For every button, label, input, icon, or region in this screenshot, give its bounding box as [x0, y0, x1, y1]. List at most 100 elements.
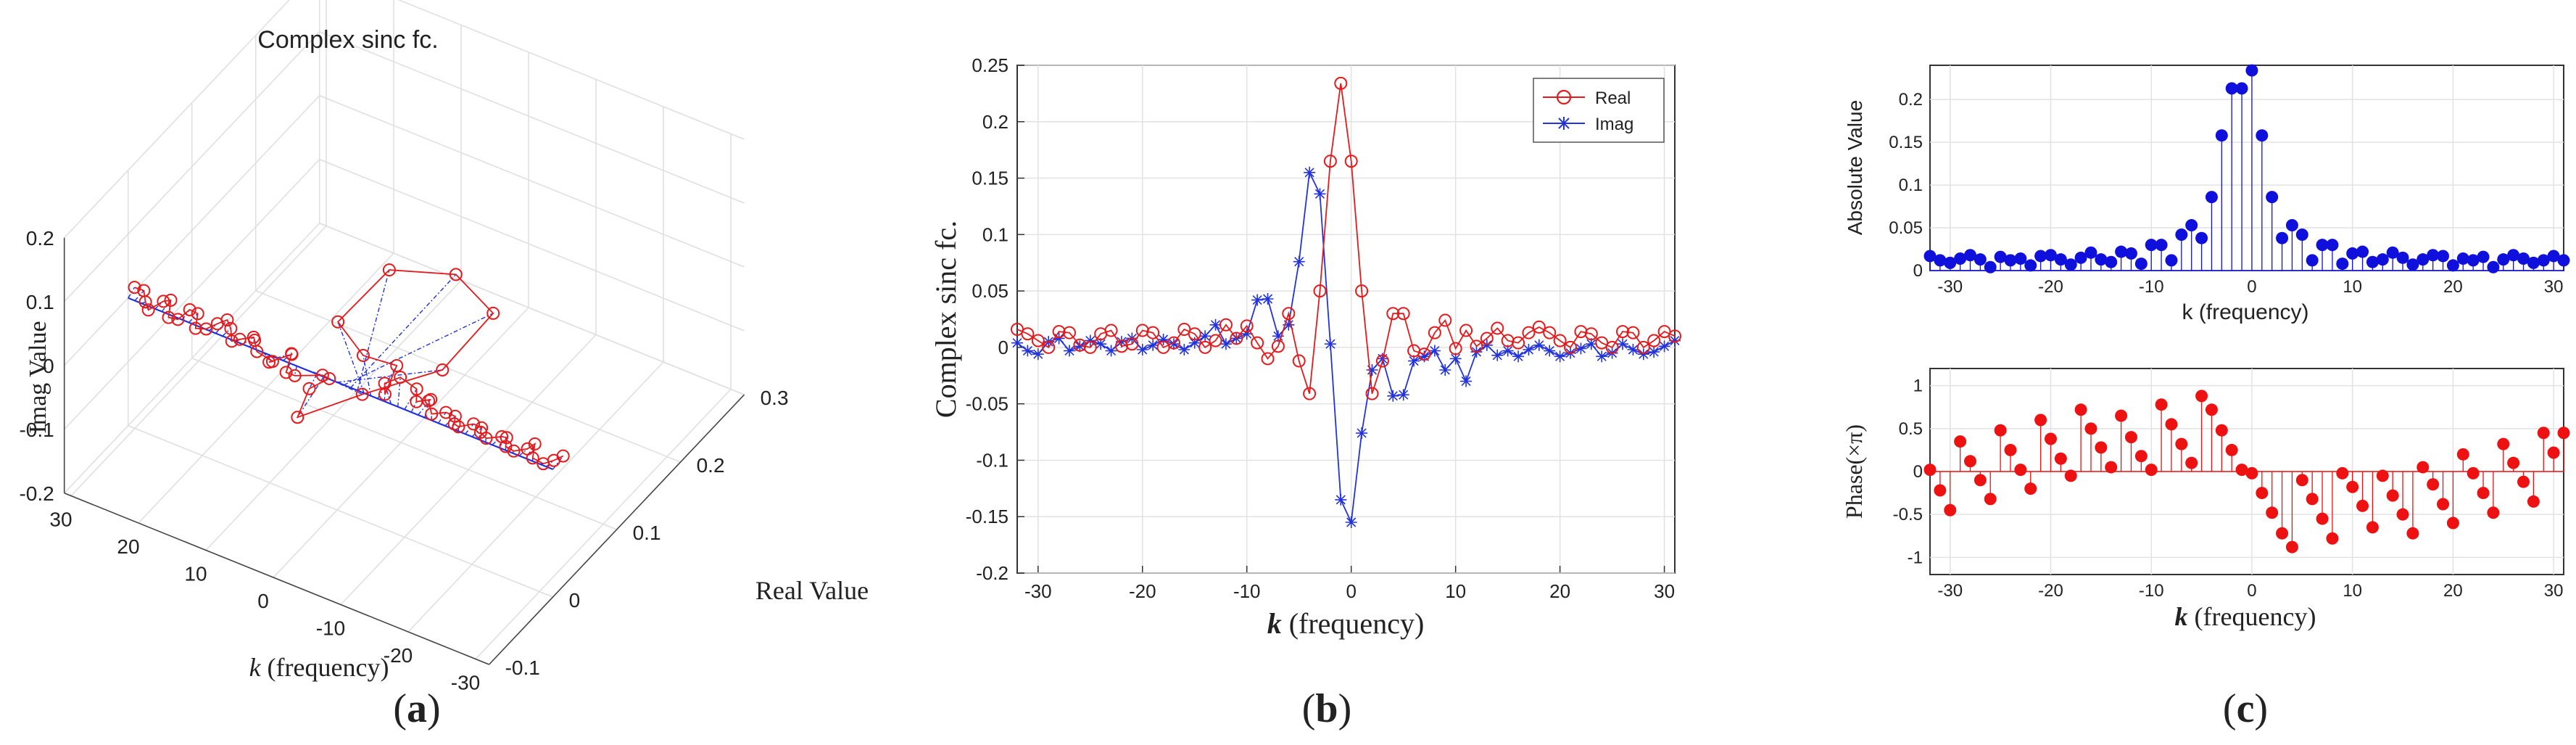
panel-c-magnitude: -30 -20 -10 0 10 20 30 0 0.05 0.1 0.15 0.2 Absolut…: [1844, 64, 2570, 324]
imag-point: [1669, 334, 1681, 347]
imag-point: [1063, 345, 1075, 357]
c2-point: [2517, 475, 2530, 488]
real-point: [1616, 325, 1630, 339]
imag-point: [1480, 339, 1493, 351]
a-point: [191, 307, 204, 321]
c1-point: [2266, 191, 2279, 204]
imag-point: [1324, 338, 1336, 350]
c2-point: [2477, 487, 2490, 500]
a-complex-curve: [134, 269, 564, 465]
a-point: [439, 406, 453, 419]
c2-point: [1923, 464, 1937, 477]
imag-point: [1199, 330, 1212, 342]
b-grid: [1017, 65, 1675, 574]
imag-point: [1022, 345, 1034, 357]
b-legend: Real Imag: [1533, 78, 1665, 143]
b-y-tick-label: -0.1: [976, 449, 1009, 471]
c2-point: [2557, 427, 2570, 440]
a-point: [291, 411, 305, 424]
real-point: [1334, 76, 1348, 90]
real-point: [1344, 155, 1358, 168]
real-point: [1052, 325, 1066, 339]
a-y-tick-label: 0.2: [697, 454, 725, 477]
c1-point: [2406, 258, 2419, 271]
c1-point: [2276, 231, 2289, 244]
a-point: [424, 392, 438, 406]
c2-point: [2487, 506, 2500, 519]
c1-point: [1994, 250, 2007, 263]
b-y-tick-label: -0.2: [976, 562, 1009, 584]
c2-point: [2074, 403, 2087, 416]
c1-x-tick-label: 0: [2247, 277, 2256, 297]
b-y-tick-label: 0.25: [972, 54, 1009, 76]
a-axis-edge: [64, 493, 489, 665]
c2-point: [2004, 443, 2017, 456]
a-stem: [357, 269, 390, 391]
c2-point: [1974, 474, 1987, 487]
c1-point: [2326, 239, 2339, 252]
b-x-tick-label: 30: [1654, 580, 1675, 602]
c2-point: [2195, 390, 2208, 403]
a-point: [382, 263, 396, 277]
imag-point: [1283, 318, 1295, 331]
real-point: [1303, 387, 1317, 400]
c2-point: [2024, 482, 2037, 495]
real-point: [1021, 327, 1035, 341]
a-grid-back-i: [397, 0, 745, 140]
imag-point: [1575, 342, 1587, 355]
real-point: [1042, 340, 1056, 354]
a-stem: [208, 323, 218, 332]
c2-point: [2175, 437, 2188, 450]
c2-point: [2225, 443, 2238, 456]
c1-point: [2376, 253, 2389, 266]
imag-point: [1502, 345, 1514, 357]
a-point: [447, 417, 461, 431]
c1-point: [2285, 219, 2298, 232]
a-point: [128, 281, 141, 295]
c1-point: [2155, 239, 2168, 252]
c2-point: [2416, 461, 2430, 474]
a-point: [247, 330, 260, 344]
c1-point: [2044, 249, 2057, 262]
real-point: [1292, 354, 1306, 368]
c2-point: [2205, 403, 2218, 416]
imag-point: [1178, 344, 1190, 355]
imag-point: [1251, 294, 1264, 306]
a-x-tick-label: 0: [257, 590, 269, 612]
c2-x-tick-label: 20: [2443, 581, 2463, 601]
b-x-axis-label: k (frequency): [1267, 607, 1425, 640]
imag-point: [1293, 255, 1305, 268]
c2-point: [2276, 527, 2289, 540]
c1-point: [2235, 82, 2248, 95]
c2-point: [2537, 427, 2550, 440]
c2-x-tick-label: 10: [2343, 581, 2362, 601]
a-stem: [336, 369, 443, 383]
c1-point: [2336, 258, 2349, 271]
c1-point: [2124, 247, 2137, 260]
a-stem: [285, 363, 291, 373]
c2-point: [2527, 495, 2540, 508]
c1-point: [2064, 258, 2077, 271]
c1-point: [2356, 245, 2369, 258]
c1-point: [2456, 252, 2469, 265]
c1-point: [2175, 228, 2188, 241]
a-y-tick-label: 0: [569, 589, 581, 612]
c2-x-tick-label: 0: [2247, 581, 2256, 601]
real-point: [1564, 340, 1578, 354]
c2-point: [2427, 478, 2440, 491]
imag-point: [1219, 338, 1232, 350]
real-point: [1605, 340, 1619, 354]
real-point: [1512, 336, 1525, 350]
imag-point: [1136, 344, 1148, 355]
c1-point: [2427, 249, 2440, 262]
real-point: [1313, 284, 1327, 298]
imag-point: [1418, 350, 1430, 363]
c2-point: [2256, 487, 2269, 500]
imag-point: [1585, 338, 1597, 350]
imag-point: [1084, 334, 1096, 347]
a-stem: [397, 377, 401, 407]
real-point: [1031, 334, 1045, 347]
a-point: [285, 347, 299, 361]
a-z-tick-label: 0.1: [26, 291, 54, 313]
c1-point: [1974, 253, 1987, 266]
